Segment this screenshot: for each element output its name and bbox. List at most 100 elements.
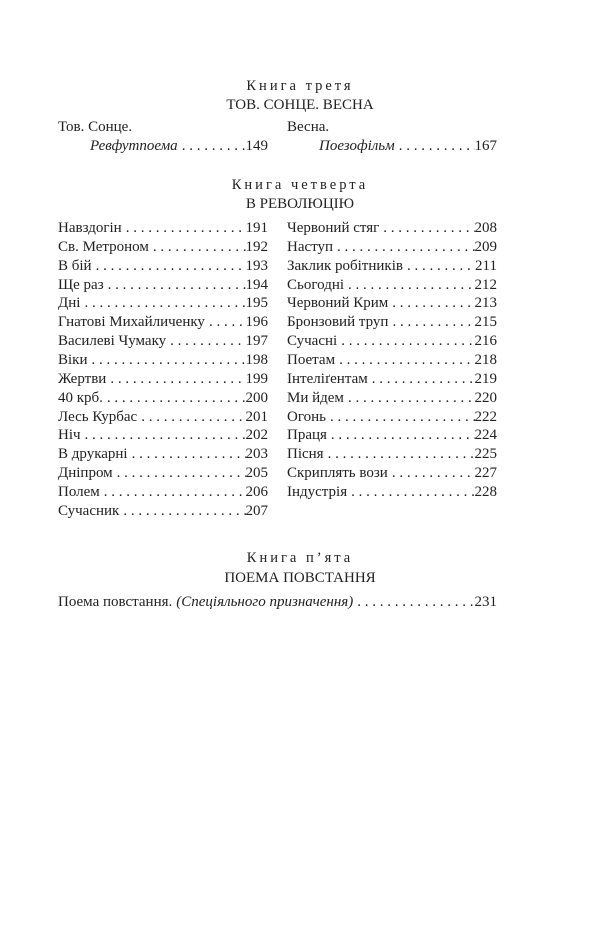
entry-subtitle: Ревфутпоема xyxy=(90,137,178,154)
page-number: 211 xyxy=(475,257,497,274)
dot-leader xyxy=(392,464,475,483)
toc-entry[interactable]: Навздогін 191 xyxy=(58,219,268,238)
dot-leader xyxy=(328,445,475,464)
entry-title: Віки xyxy=(58,352,88,369)
dot-leader xyxy=(399,137,475,156)
toc-entry[interactable]: Поема повстання. (Спеціяльного призначенн… xyxy=(58,593,497,612)
dot-leader xyxy=(372,370,475,389)
toc-entry[interactable]: Праця 224 xyxy=(287,426,497,445)
dot-leader xyxy=(104,483,246,502)
toc-entry[interactable]: Сучасник 207 xyxy=(58,502,268,521)
page-number: 200 xyxy=(245,389,269,406)
page-number: 208 xyxy=(474,220,498,236)
toc-entry[interactable]: Весна. Поезофільм 167 xyxy=(287,118,497,156)
toc-entry[interactable]: Індустрія 228 xyxy=(287,483,497,502)
toc-entry[interactable]: Дніпром 205 xyxy=(58,464,268,483)
page-number: 196 xyxy=(245,314,269,331)
dot-leader xyxy=(108,276,246,295)
entry-title: Ми йдем xyxy=(287,389,344,406)
dot-leader xyxy=(351,483,474,502)
entry-title: Бронзовий труп xyxy=(287,314,389,331)
page-number: 225 xyxy=(474,446,498,463)
toc-entry[interactable]: Пісня 225 xyxy=(287,445,497,464)
toc-entry[interactable]: Віки 198 xyxy=(58,351,268,370)
toc-entry[interactable]: Ніч 202 xyxy=(58,426,268,445)
dot-leader xyxy=(330,408,475,427)
toc-entry[interactable]: Наступ 209 xyxy=(287,238,497,257)
page-number: 213 xyxy=(474,295,498,312)
toc-entry[interactable]: Полем 206 xyxy=(58,483,268,502)
entry-title: Інтеліґентам xyxy=(287,370,368,387)
toc-entry[interactable]: Лесь Курбас 201 xyxy=(58,408,268,427)
entry-title: Ніч xyxy=(58,427,81,444)
dot-leader xyxy=(117,464,246,483)
toc-entry[interactable]: 40 крб. 200 xyxy=(58,389,268,408)
dot-leader xyxy=(153,238,246,257)
page-number: 212 xyxy=(474,276,498,293)
dot-leader xyxy=(141,408,245,427)
page-number: 194 xyxy=(245,276,269,293)
entry-title: В друкарні xyxy=(58,446,128,463)
toc-entry[interactable]: В бій 193 xyxy=(58,257,268,276)
entry-title: В бій xyxy=(58,257,92,274)
entry-title: Навздогін xyxy=(58,220,122,236)
toc-entry[interactable]: Скриплять вози 227 xyxy=(287,464,497,483)
dot-leader xyxy=(123,502,245,521)
toc-entry[interactable]: Огонь 222 xyxy=(287,408,497,427)
entry-title: Скриплять вози xyxy=(287,465,388,482)
toc-entry[interactable]: Дні 195 xyxy=(58,294,268,313)
entry-title: Сучасник xyxy=(58,502,120,519)
page-number: 193 xyxy=(245,257,269,274)
entry-title: Тов. Сонце. xyxy=(58,119,133,135)
toc-entry[interactable]: Ще раз 194 xyxy=(58,276,268,295)
entry-subtitle: (Спеціяльного призначення) xyxy=(176,594,354,610)
page-number: 218 xyxy=(474,352,498,369)
book4-title: В РЕВОЛЮЦІЮ xyxy=(245,196,355,212)
dot-leader xyxy=(383,219,474,238)
toc-entry[interactable]: Св. Метроном 192 xyxy=(58,238,268,257)
entry-title: Поема повстання. xyxy=(58,594,173,610)
book5-label: Книга п’ята xyxy=(246,550,354,566)
entry-title: Весна. xyxy=(287,119,330,135)
dot-leader xyxy=(331,426,475,445)
toc-entry[interactable]: Жертви 199 xyxy=(58,370,268,389)
toc-entry[interactable]: Заклик робітників 211 xyxy=(287,257,497,276)
page-number: 231 xyxy=(474,594,498,610)
entry-title: Індустрія xyxy=(287,484,348,501)
toc-entry[interactable]: В друкарні 203 xyxy=(58,445,268,464)
entry-title: Дніпром xyxy=(58,465,113,482)
entry-title: Наступ xyxy=(287,238,334,255)
dot-leader xyxy=(339,351,474,370)
toc-entry[interactable]: Сучасні 216 xyxy=(287,332,497,351)
page-number: 220 xyxy=(474,389,498,406)
entry-title: Лесь Курбас xyxy=(58,408,138,425)
entry-title: Червоний стяг xyxy=(287,220,380,236)
page-number: 216 xyxy=(474,333,498,350)
dot-leader xyxy=(392,313,474,332)
toc-entry[interactable]: Червоний Крим 213 xyxy=(287,294,497,313)
entry-title: 40 крб. xyxy=(58,389,103,406)
toc-entry[interactable]: Інтеліґентам 219 xyxy=(287,370,497,389)
dot-leader xyxy=(392,294,474,313)
toc-entry[interactable]: Василеві Чумаку 197 xyxy=(58,332,268,351)
dot-leader xyxy=(407,257,475,276)
dot-leader xyxy=(92,351,246,370)
entry-title: Св. Метроном xyxy=(58,238,149,255)
entry-title: Огонь xyxy=(287,408,326,425)
page-number: 192 xyxy=(245,238,269,255)
toc-entry[interactable]: Ми йдем 220 xyxy=(287,389,497,408)
toc-entry[interactable]: Поетам 218 xyxy=(287,351,497,370)
page-number: 219 xyxy=(474,370,498,387)
toc-entry[interactable]: Тов. Сонце. Ревфутпоема 149 xyxy=(58,118,268,156)
toc-right-column: Червоний стяг 208 Наступ 209 Заклик робітник… xyxy=(287,219,497,502)
toc-entry[interactable]: Сьогодні 212 xyxy=(287,276,497,295)
toc-entry[interactable]: Бронзовий труп 215 xyxy=(287,313,497,332)
book4-label: Книга четверта xyxy=(231,177,369,193)
entry-title: Василеві Чумаку xyxy=(58,333,167,350)
page-number: 149 xyxy=(245,137,269,154)
toc-entry[interactable]: Гнатові Михайличенку 196 xyxy=(58,313,268,332)
toc-entry[interactable]: Червоний стяг 208 xyxy=(287,219,497,238)
dot-leader xyxy=(348,389,475,408)
page-number: 203 xyxy=(245,446,269,463)
page-number: 191 xyxy=(245,220,269,236)
